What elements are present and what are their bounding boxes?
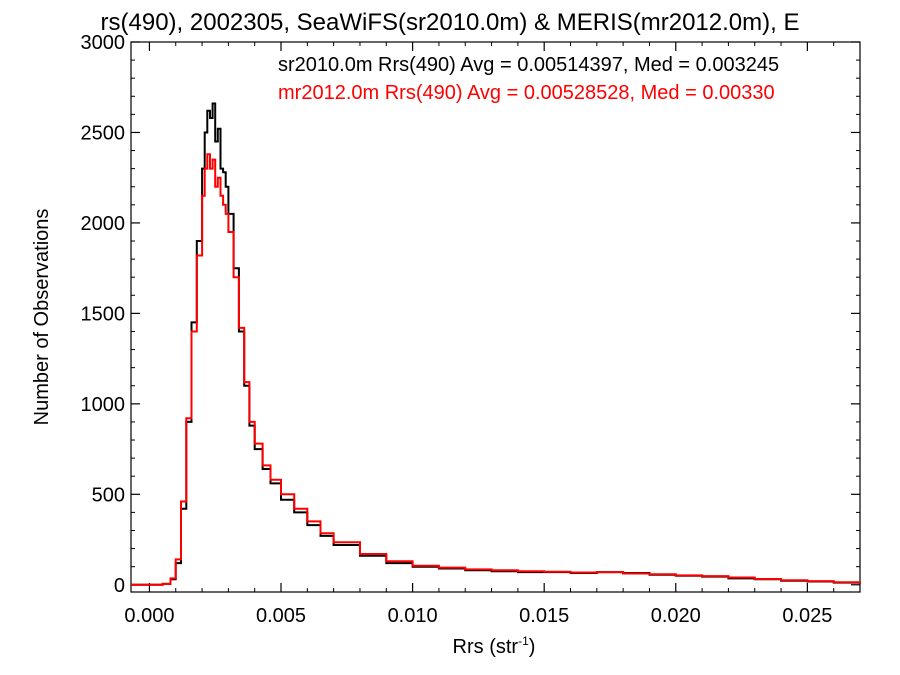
y-tick-label: 500 xyxy=(92,484,125,506)
y-tick-label: 2500 xyxy=(81,122,126,144)
chart-title: rs(490), 2002305, SeaWiFS(sr2010.0m) & M… xyxy=(101,9,800,36)
x-tick-label: 0.015 xyxy=(519,605,569,627)
y-tick-label: 2000 xyxy=(81,213,126,235)
y-tick-label: 1500 xyxy=(81,303,126,325)
y-axis-label: Number of Observations xyxy=(31,209,53,426)
y-tick-label: 0 xyxy=(114,575,125,597)
legend-entry-black: sr2010.0m Rrs(490) Avg = 0.00514397, Med… xyxy=(278,54,779,76)
series-layer xyxy=(131,102,861,586)
plot-frame xyxy=(130,41,861,593)
series-sr2010-line xyxy=(131,102,861,586)
y-tick-label: 1000 xyxy=(81,394,126,416)
x-axis-label-exponent: -1 xyxy=(518,634,529,648)
y-axis: 0 500 1000 1500 2000 2500 3000 xyxy=(81,32,860,597)
x-axis-label: Rrs (str-1) xyxy=(453,634,536,658)
x-axis-label-close: ) xyxy=(529,636,536,658)
x-tick-label: 0.005 xyxy=(256,605,306,627)
series-mr2012-line xyxy=(131,153,861,586)
x-axis: 0.000 0.005 0.010 0.015 0.020 0.025 xyxy=(124,42,835,627)
x-tick-label: 0.025 xyxy=(782,605,832,627)
x-tick-label: 0.020 xyxy=(651,605,701,627)
x-tick-label: 0.000 xyxy=(124,605,174,627)
legend-entry-red: mr2012.0m Rrs(490) Avg = 0.00528528, Med… xyxy=(278,82,775,104)
y-tick-label: 3000 xyxy=(81,32,126,54)
x-tick-label: 0.010 xyxy=(388,605,438,627)
x-axis-label-main: Rrs (str xyxy=(453,636,519,658)
